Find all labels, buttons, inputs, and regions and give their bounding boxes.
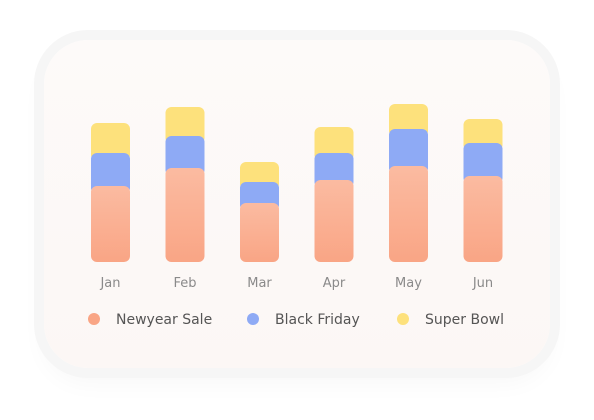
x-tick-jan: Jan — [99, 276, 120, 291]
bar-stack-apr — [314, 127, 354, 262]
bar-may-black-friday — [389, 129, 428, 174]
bar-apr-super-bowl — [314, 127, 354, 161]
bar-jan-newyear-sale — [91, 186, 130, 262]
bar-feb-newyear-sale — [165, 168, 205, 262]
bar-may-newyear-sale — [389, 166, 428, 262]
legend-label-newyear-sale: Newyear Sale — [116, 312, 212, 328]
bar-stack-mar — [240, 162, 279, 262]
bar-feb-black-friday — [165, 136, 205, 176]
legend-item-super-bowl: Super Bowl — [397, 312, 504, 328]
bar-jun-newyear-sale — [463, 176, 503, 262]
bar-mar-newyear-sale — [240, 203, 279, 262]
x-axis-ticks: Jan Feb Mar Apr May Jun — [99, 276, 493, 291]
bar-may-super-bowl — [389, 104, 428, 137]
x-tick-may: May — [395, 276, 422, 291]
legend-item-black-friday: Black Friday — [247, 312, 360, 328]
legend-swatch-black-friday — [247, 313, 259, 325]
bar-stack-jun — [463, 119, 503, 262]
bar-stack-feb — [165, 107, 205, 262]
x-tick-feb: Feb — [173, 276, 196, 291]
legend-label-super-bowl: Super Bowl — [425, 312, 504, 328]
bars-layer — [91, 104, 503, 262]
x-tick-apr: Apr — [323, 276, 346, 291]
legend-swatch-newyear-sale — [88, 313, 100, 325]
bar-apr-black-friday — [314, 153, 354, 188]
legend-swatch-super-bowl — [397, 313, 409, 325]
x-tick-jun: Jun — [472, 276, 493, 291]
x-tick-mar: Mar — [247, 276, 272, 291]
legend-item-newyear-sale: Newyear Sale — [88, 312, 212, 328]
bar-jun-black-friday — [463, 143, 503, 184]
bar-stack-jan — [91, 123, 130, 262]
bar-jan-super-bowl — [91, 123, 130, 161]
bar-feb-super-bowl — [165, 107, 205, 144]
bar-jan-black-friday — [91, 153, 130, 194]
bar-apr-newyear-sale — [314, 180, 354, 262]
legend: Newyear Sale Black Friday Super Bowl — [88, 312, 504, 328]
bar-stack-may — [389, 104, 428, 262]
legend-label-black-friday: Black Friday — [275, 312, 360, 328]
